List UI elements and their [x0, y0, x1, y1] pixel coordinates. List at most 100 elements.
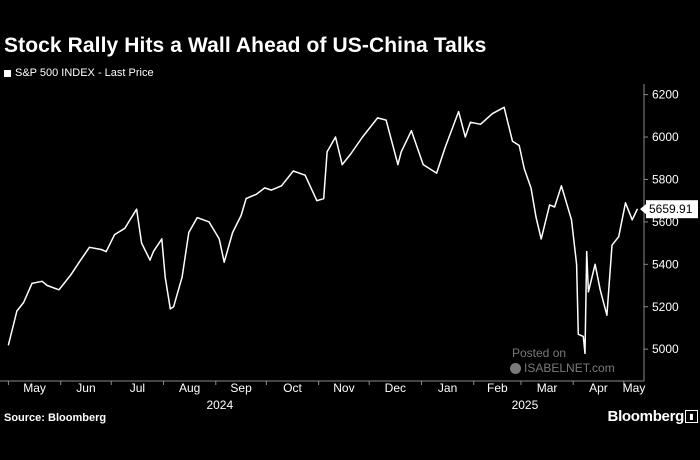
data-point	[58, 289, 60, 291]
legend-swatch	[4, 69, 11, 77]
chart-title: Stock Rally Hits a Wall Ahead of US-Chin…	[4, 34, 487, 57]
data-point	[554, 206, 556, 208]
watermark-logo-icon	[510, 363, 521, 374]
data-point	[152, 250, 155, 253]
data-point	[584, 352, 586, 355]
year-label: 2025	[512, 398, 539, 412]
data-point	[223, 261, 225, 263]
data-point	[280, 185, 283, 187]
data-point	[479, 123, 482, 125]
data-point	[464, 136, 466, 138]
data-point	[114, 234, 116, 236]
y-tick-label: 6000	[652, 130, 679, 144]
data-point	[181, 276, 183, 278]
data-point	[444, 147, 446, 149]
data-point	[240, 214, 242, 217]
data-point	[334, 136, 337, 138]
year-label: 2024	[206, 398, 233, 412]
data-point	[208, 221, 210, 223]
data-point	[164, 276, 166, 278]
y-tick-label: 5000	[652, 342, 679, 356]
x-tick-label: Sep	[230, 381, 252, 395]
data-point	[124, 227, 126, 229]
data-point	[587, 291, 589, 293]
data-point	[594, 263, 596, 265]
data-point	[149, 259, 151, 261]
data-point	[41, 280, 43, 282]
data-point	[523, 168, 525, 170]
y-axis: 5000 5200 5400 5600 5800 6000 6200	[643, 84, 679, 381]
data-point	[624, 202, 627, 204]
x-tick-label: Jul	[130, 381, 145, 395]
data-point	[582, 335, 584, 338]
data-point	[350, 153, 352, 155]
last-value-box	[646, 200, 698, 219]
data-point	[304, 174, 306, 176]
data-point	[292, 170, 294, 172]
data-point	[397, 164, 399, 166]
y-tick-label: 5200	[652, 300, 679, 314]
y-tick-label: 5600	[652, 215, 679, 229]
data-point	[560, 185, 562, 187]
data-point	[548, 204, 551, 206]
chart-icon: ▮	[685, 410, 698, 423]
legend: S&P 500 INDEX - Last Price	[4, 67, 154, 79]
data-point	[326, 151, 328, 153]
brand-logo: Bloomberg	[607, 408, 685, 425]
data-point	[78, 261, 80, 263]
data-point	[169, 308, 171, 310]
watermark: Posted on ISABELNET.com	[510, 346, 615, 376]
data-point	[540, 238, 542, 240]
data-point	[141, 242, 143, 244]
data-point	[436, 172, 438, 174]
data-point	[503, 106, 505, 108]
data-point	[173, 306, 175, 308]
data-point	[385, 119, 387, 121]
data-point	[599, 289, 601, 291]
x-tick-label: Jan	[438, 381, 457, 395]
data-point	[535, 217, 537, 219]
data-point	[316, 200, 318, 202]
last-value-label: 5659.91	[649, 202, 693, 216]
watermark-line1: Posted on	[512, 346, 567, 360]
data-point	[341, 164, 343, 166]
x-tick-label: Apr	[589, 381, 608, 395]
data-point	[618, 236, 620, 238]
data-point	[577, 333, 579, 335]
watermark-line2: ISABELNET.com	[524, 361, 615, 375]
data-point	[457, 110, 460, 113]
data-point	[636, 208, 638, 210]
data-point	[323, 197, 325, 200]
data-point	[575, 263, 578, 265]
data-point	[196, 217, 198, 219]
series-sp500	[7, 106, 638, 355]
data-point	[606, 314, 608, 316]
data-point	[400, 151, 402, 153]
data-point	[188, 231, 190, 234]
data-point	[46, 284, 48, 287]
data-point	[361, 136, 364, 138]
data-point	[511, 140, 514, 142]
x-tick-label: Oct	[283, 381, 302, 395]
data-point	[570, 219, 573, 221]
data-point	[23, 301, 25, 304]
series-line	[7, 106, 638, 355]
x-tick-label: May	[623, 381, 646, 395]
data-point	[611, 244, 613, 246]
data-point	[255, 193, 257, 195]
x-tick-label: May	[23, 381, 46, 395]
data-point	[16, 310, 18, 312]
data-point	[135, 208, 138, 210]
data-point	[530, 187, 532, 189]
x-tick-label: Nov	[333, 381, 354, 395]
data-point	[218, 238, 220, 240]
data-point	[245, 197, 247, 200]
y-tick-label: 6200	[652, 88, 679, 102]
source-note: Source: Bloomberg	[4, 412, 107, 424]
data-point	[377, 117, 379, 119]
legend-label: S&P 500 INDEX - Last Price	[15, 67, 154, 79]
data-point	[264, 187, 266, 189]
x-tick-label: Mar	[537, 381, 558, 395]
data-point	[70, 274, 72, 276]
